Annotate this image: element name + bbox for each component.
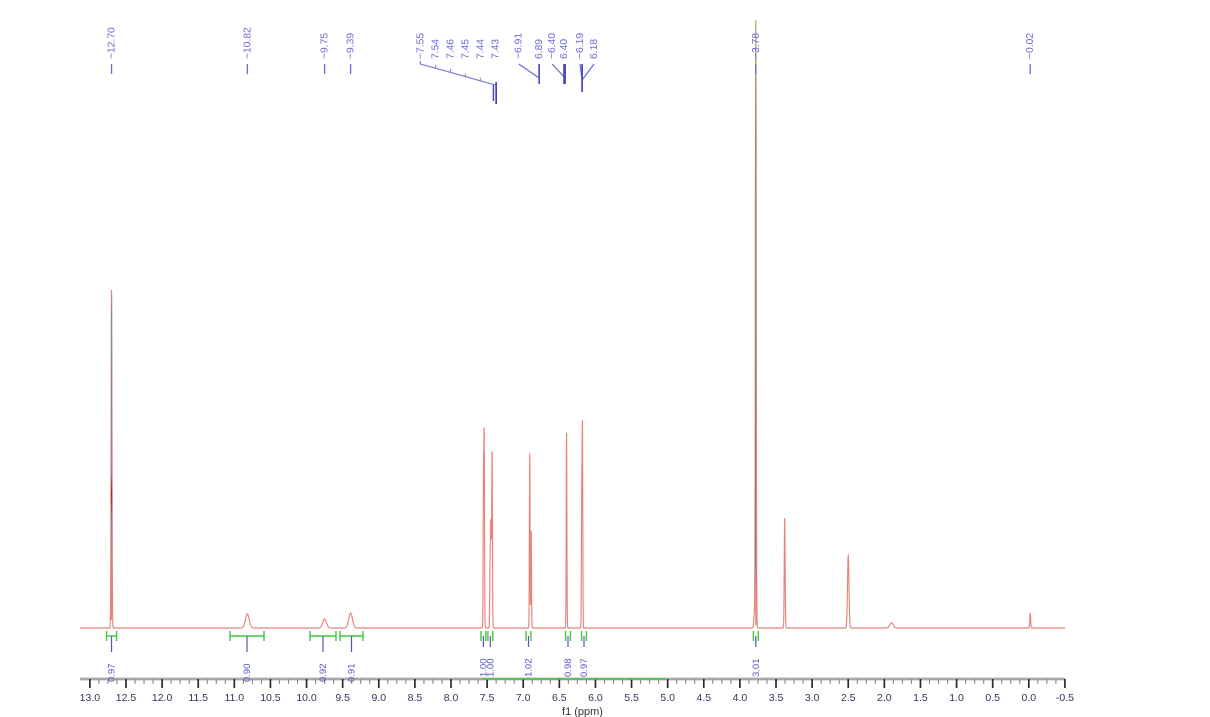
svg-text:9.5: 9.5 — [335, 692, 350, 704]
svg-text:0.90: 0.90 — [242, 664, 253, 683]
svg-text:3.01: 3.01 — [751, 659, 762, 678]
svg-text:3.0: 3.0 — [805, 692, 820, 704]
svg-text:0.98: 0.98 — [563, 659, 574, 678]
svg-text:8.0: 8.0 — [444, 692, 459, 704]
svg-text:7.0: 7.0 — [516, 692, 531, 704]
svg-text:10.5: 10.5 — [260, 692, 281, 704]
svg-text:−9.39: −9.39 — [346, 33, 357, 59]
svg-text:f1 (ppm): f1 (ppm) — [562, 706, 603, 717]
svg-text:10.0: 10.0 — [296, 692, 317, 704]
svg-text:12.0: 12.0 — [152, 692, 173, 704]
svg-text:−9.75: −9.75 — [320, 33, 331, 59]
svg-text:1.00: 1.00 — [485, 659, 496, 678]
svg-text:-0.5: -0.5 — [1056, 692, 1074, 704]
svg-text:7.44: 7.44 — [475, 39, 486, 59]
svg-text:7.54: 7.54 — [431, 39, 442, 59]
svg-text:−10.82: −10.82 — [242, 27, 253, 59]
svg-text:3.5: 3.5 — [769, 692, 784, 704]
svg-text:−7.55: −7.55 — [415, 33, 426, 59]
svg-text:12.5: 12.5 — [116, 692, 137, 704]
svg-text:0.5: 0.5 — [985, 692, 1000, 704]
svg-text:−3.78: −3.78 — [751, 33, 762, 59]
svg-text:4.0: 4.0 — [733, 692, 748, 704]
svg-text:6.0: 6.0 — [588, 692, 603, 704]
svg-text:11.0: 11.0 — [224, 692, 244, 704]
svg-text:−12.70: −12.70 — [107, 27, 118, 59]
svg-text:5.5: 5.5 — [624, 692, 639, 704]
svg-text:7.46: 7.46 — [446, 39, 457, 59]
svg-text:11.5: 11.5 — [188, 692, 208, 704]
svg-text:8.5: 8.5 — [408, 692, 423, 704]
svg-text:1.02: 1.02 — [524, 659, 535, 678]
svg-text:0.92: 0.92 — [318, 664, 329, 683]
svg-text:9.0: 9.0 — [371, 692, 386, 704]
svg-text:0.0: 0.0 — [1021, 692, 1036, 704]
svg-text:13.0: 13.0 — [80, 692, 101, 704]
svg-text:2.5: 2.5 — [841, 692, 856, 704]
svg-text:−6.19: −6.19 — [575, 33, 586, 59]
svg-text:5.0: 5.0 — [660, 692, 675, 704]
svg-text:4.5: 4.5 — [696, 692, 711, 704]
svg-text:−0.02: −0.02 — [1025, 33, 1036, 59]
svg-text:−6.40: −6.40 — [547, 33, 558, 59]
svg-text:1.0: 1.0 — [949, 692, 964, 704]
svg-text:0.91: 0.91 — [347, 664, 358, 683]
svg-text:0.97: 0.97 — [579, 659, 590, 678]
svg-text:6.40: 6.40 — [559, 39, 570, 59]
svg-text:6.18: 6.18 — [589, 39, 600, 59]
svg-text:7.45: 7.45 — [460, 39, 471, 59]
svg-text:2.0: 2.0 — [877, 692, 892, 704]
svg-text:7.5: 7.5 — [480, 692, 495, 704]
svg-text:6.5: 6.5 — [552, 692, 567, 704]
svg-text:6.89: 6.89 — [534, 39, 545, 59]
svg-text:0.97: 0.97 — [107, 664, 118, 683]
svg-text:7.43: 7.43 — [490, 39, 501, 59]
svg-text:1.5: 1.5 — [913, 692, 928, 704]
svg-text:−6.91: −6.91 — [514, 33, 525, 59]
